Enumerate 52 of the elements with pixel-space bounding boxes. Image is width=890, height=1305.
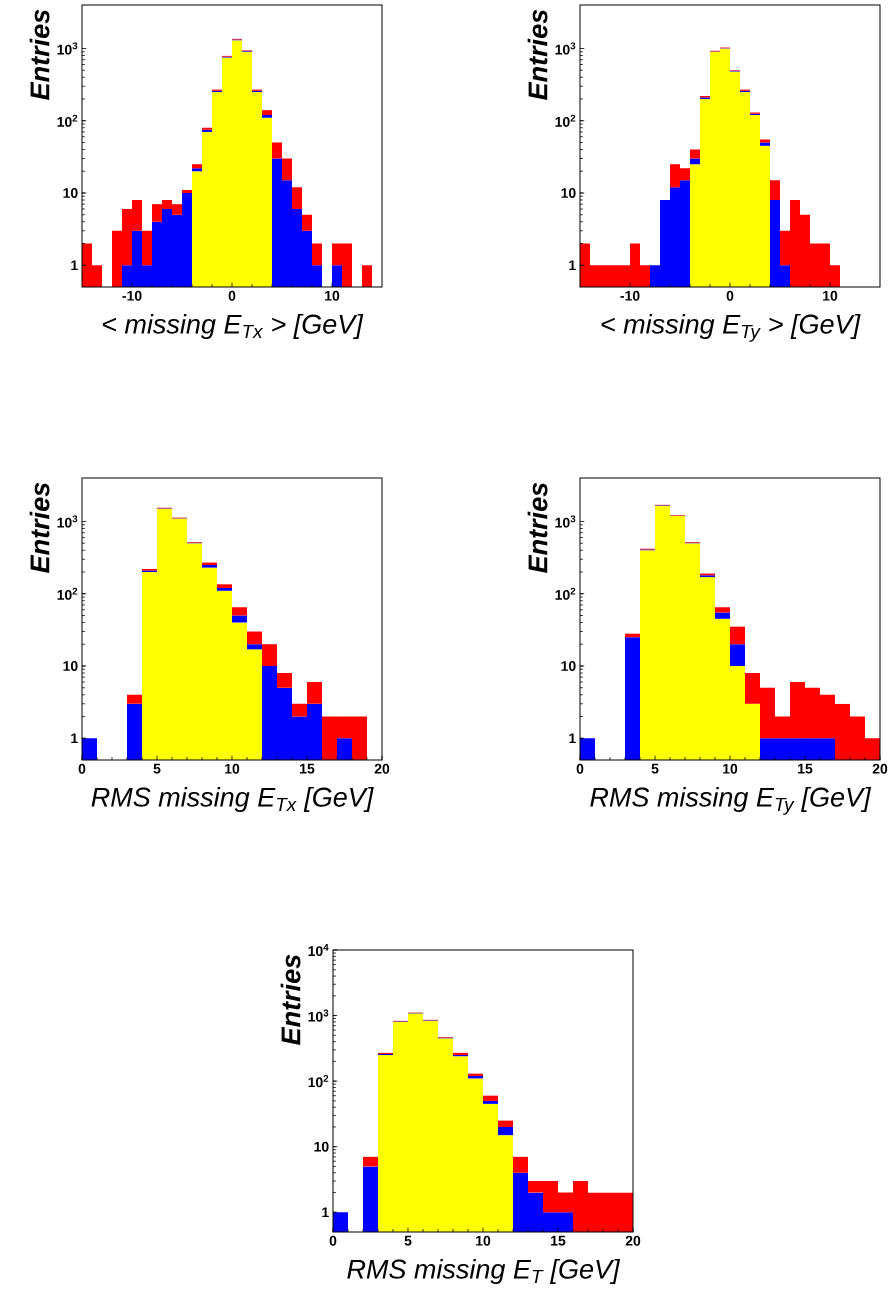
x-tick-label: 0 bbox=[329, 1235, 337, 1246]
y-axis-title: Entries bbox=[527, 9, 548, 100]
x-tick-label: 5 bbox=[153, 763, 161, 774]
y-tick-label: 10$^{2}$ bbox=[555, 114, 576, 127]
y-tick-label: 10 bbox=[314, 1141, 329, 1152]
y-tick-label: 10$^{3}$ bbox=[555, 515, 576, 528]
y-tick-label: 10$^{3}$ bbox=[57, 42, 78, 55]
y-tick-label: 10 bbox=[561, 661, 576, 671]
x-tick-label: 20 bbox=[872, 763, 888, 774]
x-axis-title: < missing E$_{Tx}$ > [GeV] bbox=[102, 313, 364, 340]
y-tick-label: 10$^{4}$ bbox=[308, 943, 329, 957]
x-axis-title: RMS missing E$_{Ty}$ [GeV] bbox=[590, 786, 872, 815]
x-tick-label: 15 bbox=[551, 1235, 566, 1246]
x-axis-title: < missing E$_{Ty}$ > [GeV] bbox=[601, 313, 861, 342]
y-axis-title: Entries bbox=[29, 9, 50, 100]
y-tick-label: 1 bbox=[71, 733, 78, 744]
x-axis-title: RMS missing E$_{T}$ [GeV] bbox=[347, 1258, 621, 1285]
y-tick-label: 10$^{2}$ bbox=[57, 587, 78, 600]
x-tick-label: 20 bbox=[374, 763, 390, 774]
x-tick-label: 0 bbox=[726, 290, 734, 301]
y-tick-label: 1 bbox=[569, 733, 576, 744]
x-tick-label: 10 bbox=[325, 290, 340, 301]
y-axis-title: Entries bbox=[29, 482, 50, 573]
x-tick-label: -10 bbox=[122, 290, 142, 301]
x-tick-label: 0 bbox=[228, 290, 236, 301]
x-tick-label: 15 bbox=[300, 763, 315, 774]
x-tick-label: 15 bbox=[798, 763, 813, 774]
x-tick-label: 10 bbox=[225, 763, 240, 774]
y-tick-label: 10 bbox=[561, 188, 576, 198]
x-tick-label: 10 bbox=[476, 1235, 491, 1246]
x-tick-label: 0 bbox=[78, 763, 86, 774]
x-tick-label: 10 bbox=[823, 290, 838, 301]
y-axis-title: Entries bbox=[527, 482, 548, 573]
y-tick-label: 10$^{2}$ bbox=[308, 1075, 329, 1088]
y-tick-label: 1 bbox=[71, 260, 78, 271]
y-tick-label: 1 bbox=[322, 1207, 329, 1218]
x-tick-label: -10 bbox=[620, 290, 640, 301]
x-tick-label: 20 bbox=[625, 1235, 641, 1246]
y-axis-title: Entries bbox=[280, 954, 301, 1045]
y-tick-label: 10$^{2}$ bbox=[57, 114, 78, 127]
y-tick-label: 1 bbox=[569, 260, 576, 271]
y-tick-label: 10 bbox=[63, 188, 78, 198]
y-tick-label: 10$^{3}$ bbox=[308, 1009, 329, 1022]
x-tick-label: 5 bbox=[404, 1235, 412, 1246]
x-tick-label: 5 bbox=[651, 763, 659, 774]
x-tick-label: 10 bbox=[723, 763, 738, 774]
y-tick-label: 10$^{3}$ bbox=[555, 42, 576, 55]
y-tick-label: 10$^{3}$ bbox=[57, 515, 78, 528]
y-tick-label: 10 bbox=[63, 661, 78, 671]
x-axis-title: RMS missing E$_{Tx}$ [GeV] bbox=[91, 786, 374, 813]
x-tick-label: 0 bbox=[576, 763, 584, 774]
y-tick-label: 10$^{2}$ bbox=[555, 587, 576, 600]
